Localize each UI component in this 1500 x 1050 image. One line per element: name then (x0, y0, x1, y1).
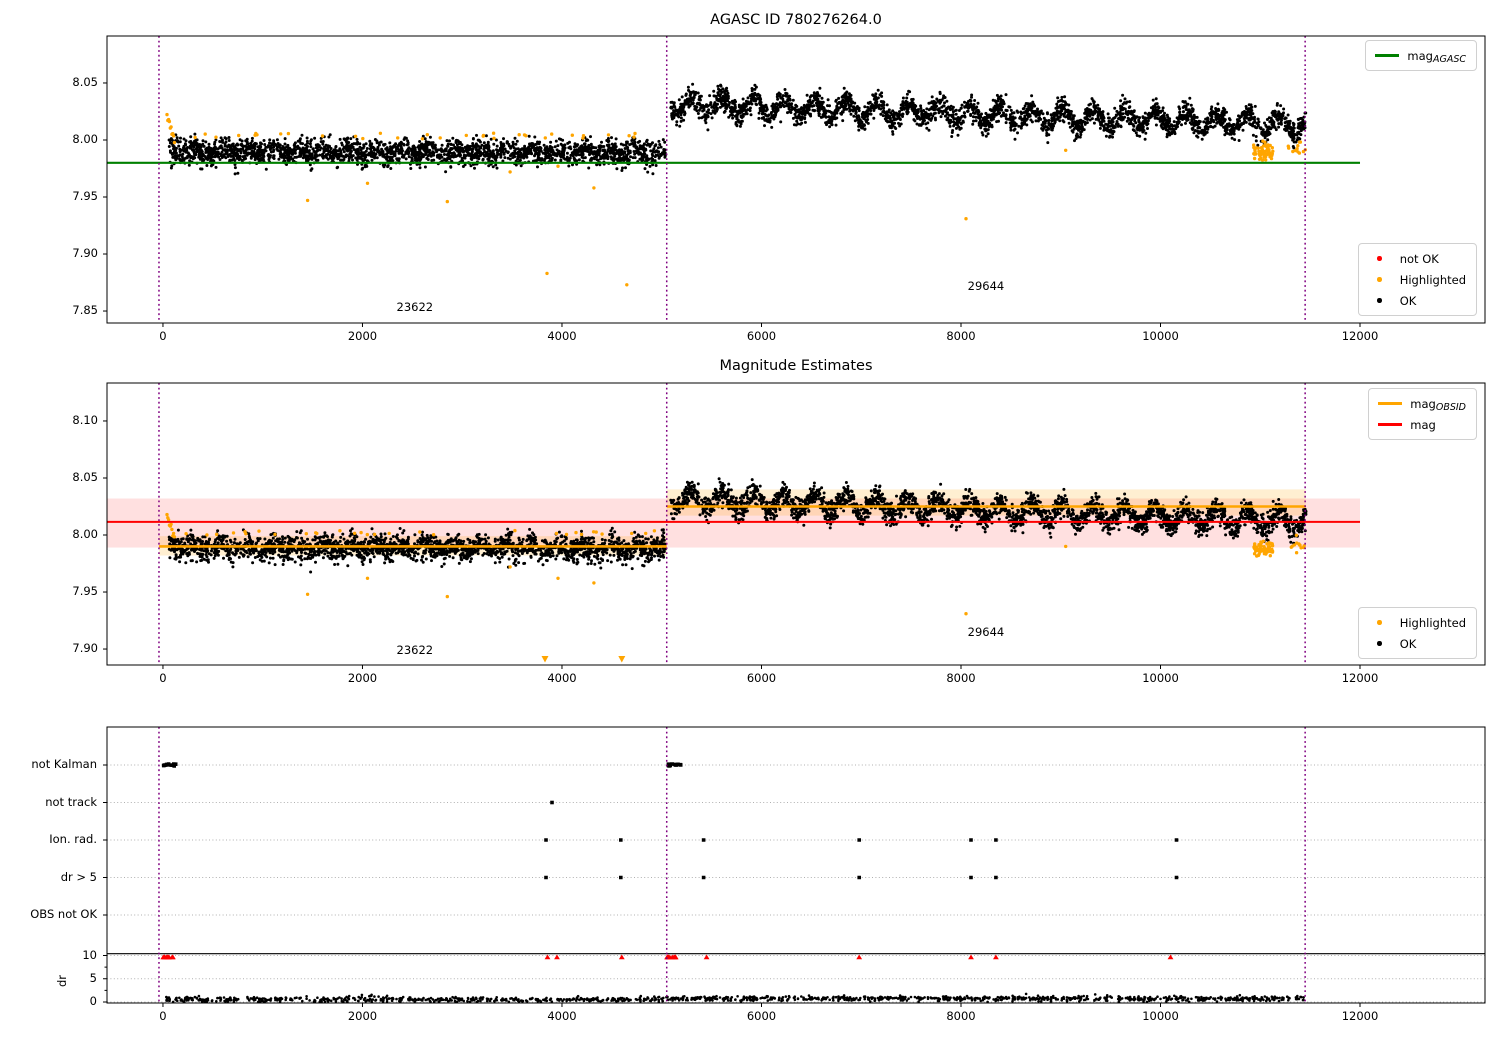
xtick-middle-4000: 4000 (547, 671, 577, 685)
legend-label-mag-agasc: magAGASC (1407, 48, 1466, 65)
xtick-bottom-4000: 4000 (547, 1009, 577, 1023)
axes-top (103, 35, 1486, 327)
obsid-annotation-23622: 23622 (396, 642, 434, 657)
legend-point-status-middle: Highlighted OK (1357, 607, 1477, 659)
ok-points-top (167, 82, 1308, 176)
legend-item-highlighted: Highlighted (1368, 269, 1466, 290)
subplot-bottom (103, 726, 1486, 1007)
legend-label-ok-mid: OK (1399, 636, 1417, 651)
legend-label-ok: OK (1399, 293, 1417, 308)
dr-not-ok-marker (1167, 954, 1174, 960)
dr-not-ok-marker (968, 954, 974, 960)
ytick-middle-7.90: 7.90 (72, 641, 98, 656)
dr-tick-10: 10 (82, 947, 97, 962)
ytick-middle-8.10: 8.10 (72, 412, 98, 427)
axes-middle (103, 382, 1486, 669)
flag-label-0: not Kalman (31, 757, 97, 771)
flag-label-2: Ion. rad. (49, 832, 97, 846)
subplot-middle (107, 383, 1361, 665)
ytick-top-7.90: 7.90 (72, 246, 98, 260)
flag-label-1: not track (45, 794, 97, 809)
dr-not-ok-marker (165, 954, 172, 960)
xtick-top-12000: 12000 (1341, 329, 1379, 343)
xtick-middle-10000: 10000 (1142, 671, 1179, 685)
dr-not-ok-marker (554, 954, 560, 960)
legend-label-not-ok: not OK (1399, 251, 1439, 266)
ytick-top-7.95: 7.95 (72, 189, 98, 203)
xtick-middle-12000: 12000 (1341, 671, 1379, 685)
dr-not-ok-marker (618, 954, 625, 960)
ytick-top-8.00: 8.00 (72, 131, 98, 146)
xtick-bottom-6000: 6000 (746, 1009, 777, 1023)
dr-not-ok-marker (856, 954, 863, 960)
xtick-middle-8000: 8000 (946, 671, 976, 685)
xtick-top-6000: 6000 (746, 329, 777, 343)
dr-not-ok-marker (544, 954, 551, 960)
dr-trace-points (165, 992, 1305, 1004)
legend-label-highlighted: Highlighted (1399, 272, 1466, 287)
xtick-bottom-10000: 10000 (1142, 1009, 1179, 1023)
legend-item-mag: mag (1378, 414, 1466, 435)
highlighted-points-top (165, 112, 1308, 287)
not-ok-dot-swatch (1368, 256, 1392, 261)
xtick-top-10000: 10000 (1142, 329, 1179, 343)
flag-label-4: OBS not OK (30, 907, 97, 921)
highlighted-dot-swatch-mid (1368, 620, 1392, 625)
xtick-top-0: 0 (159, 329, 167, 343)
ytick-top-8.05: 8.05 (72, 74, 98, 89)
xtick-bottom-0: 0 (159, 1009, 167, 1023)
xtick-top-4000: 4000 (547, 329, 577, 343)
mag-line-swatch (1378, 423, 1403, 426)
dr-not-ok-marker (169, 954, 176, 960)
ytick-top-7.85: 7.85 (72, 303, 98, 318)
xtick-bottom-8000: 8000 (946, 1009, 976, 1023)
flag-label-3: dr > 5 (60, 869, 97, 884)
mag-obsid-line-swatch (1378, 402, 1403, 405)
below-range-marker (541, 656, 549, 663)
obsid-annotation-29644: 29644 (967, 625, 1005, 640)
legend-point-status-top: not OK Highlighted OK (1357, 243, 1477, 316)
legend-item-ok: OK (1368, 290, 1466, 311)
ok-dot-swatch (1368, 298, 1392, 303)
legend-item-ok-mid: OK (1368, 633, 1466, 654)
xtick-bottom-2000: 2000 (347, 1009, 378, 1023)
ytick-middle-7.95: 7.95 (72, 584, 98, 599)
middle-plot-title: Magnitude Estimates (719, 358, 873, 374)
ytick-middle-8.00: 8.00 (72, 527, 98, 541)
xtick-middle-6000: 6000 (746, 671, 777, 685)
subplot-top (107, 36, 1361, 323)
highlighted-points-middle (165, 512, 1306, 616)
xtick-top-8000: 8000 (946, 329, 976, 343)
legend-item-mag-agasc: magAGASC (1375, 45, 1466, 66)
xtick-top-2000: 2000 (347, 329, 378, 343)
flag-points-0 (161, 762, 683, 768)
obsid-annotation-23622: 23622 (396, 300, 434, 315)
ok-dot-swatch-mid (1368, 641, 1392, 646)
legend-mag-agasc: magAGASC (1365, 40, 1477, 71)
xtick-bottom-12000: 12000 (1341, 1009, 1379, 1023)
legend-item-not-ok: not OK (1368, 248, 1466, 269)
legend-label-mag-obsid: magOBSID (1410, 396, 1466, 413)
legend-label-mag: mag (1410, 417, 1436, 432)
mag-agasc-line-swatch (1375, 54, 1400, 57)
highlighted-dot-swatch (1368, 277, 1392, 282)
top-plot-title: AGASC ID 780276264.0 (710, 12, 882, 28)
legend-item-mag-obsid: magOBSID (1378, 393, 1466, 414)
dr-tick-0: 0 (89, 994, 97, 1008)
ytick-middle-8.05: 8.05 (72, 469, 98, 484)
dr-not-ok-marker (993, 954, 999, 960)
xtick-middle-0: 0 (159, 671, 167, 685)
legend-label-highlighted-mid: Highlighted (1399, 615, 1466, 630)
legend-mag-lines: magOBSID mag (1368, 388, 1477, 440)
dr-tick-5: 5 (89, 970, 97, 985)
obsid-annotation-29644: 29644 (967, 278, 1005, 293)
xtick-middle-2000: 2000 (347, 671, 378, 685)
dr-not-ok-marker (672, 954, 679, 960)
legend-item-highlighted-mid: Highlighted (1368, 612, 1466, 633)
below-range-marker (618, 656, 626, 663)
dr-not-ok-marker (703, 954, 710, 960)
